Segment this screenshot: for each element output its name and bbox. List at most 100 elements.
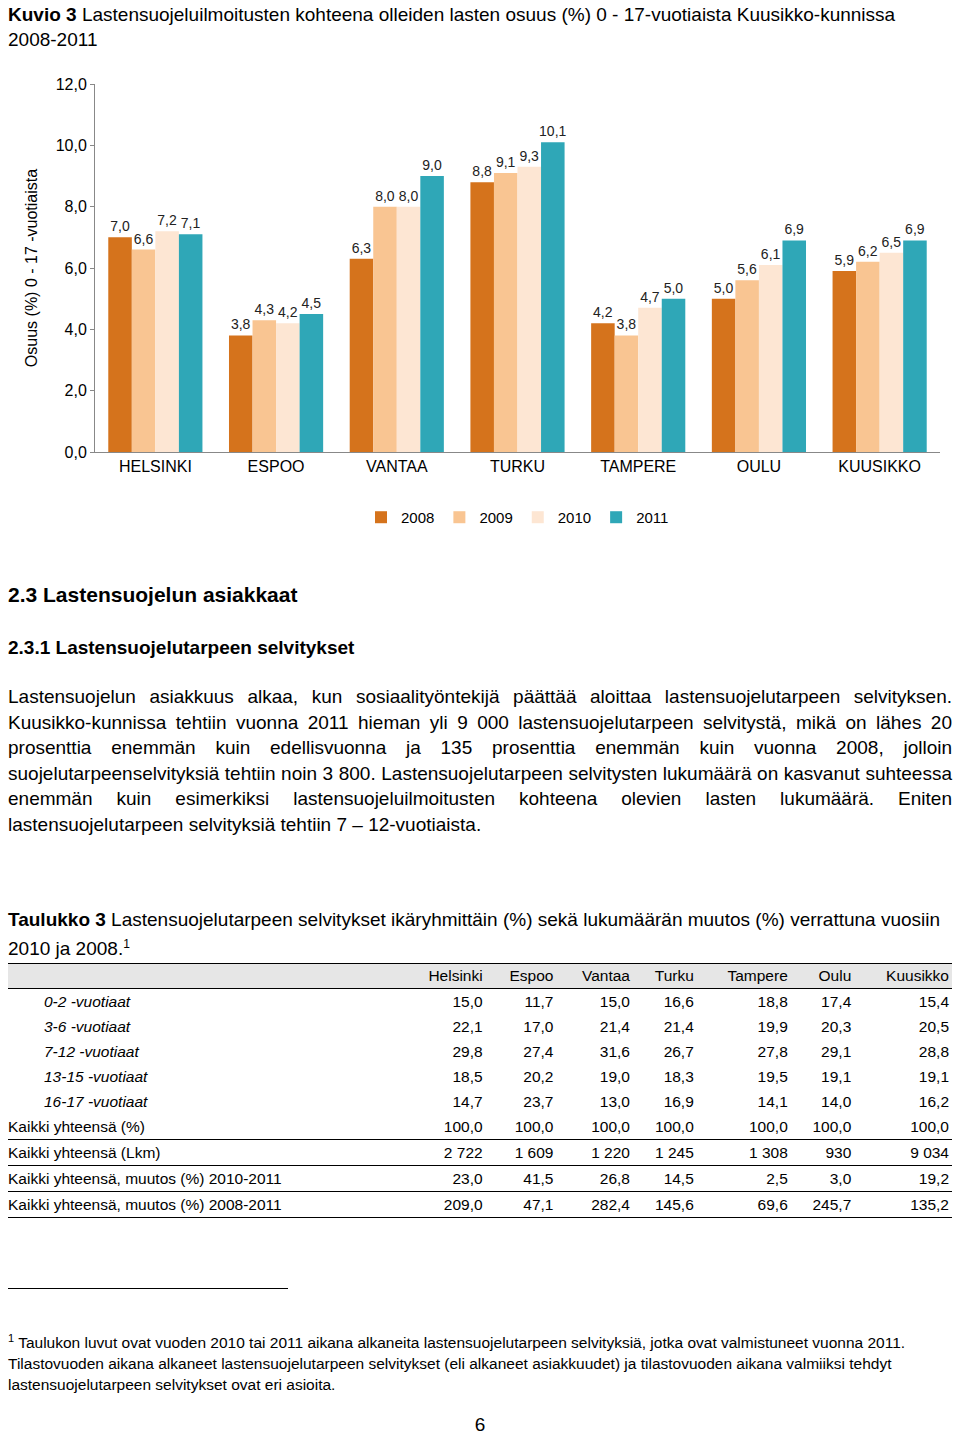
svg-text:6,9: 6,9: [905, 221, 925, 237]
svg-text:2009: 2009: [479, 509, 512, 526]
html-text:20,2: 20,2: [523, 1067, 554, 1085]
html-text:0-2 -vuotiaat: 0-2 -vuotiaat: [44, 992, 131, 1010]
svg-text:5,6: 5,6: [737, 261, 757, 277]
html-text:19,1: 19,1: [918, 1067, 949, 1085]
html-text:16,6: 16,6: [663, 992, 694, 1010]
svg-text:TAMPERE: TAMPERE: [600, 458, 676, 475]
svg-text:8,0: 8,0: [399, 188, 419, 204]
svg-text:9,3: 9,3: [519, 148, 539, 164]
svg-text:6,6: 6,6: [134, 231, 154, 247]
svg-text:4,5: 4,5: [302, 295, 322, 311]
html-text:18,3: 18,3: [663, 1067, 694, 1085]
svg-text:0,0: 0,0: [65, 444, 87, 461]
svg-text:4,7: 4,7: [640, 289, 660, 305]
html-text:13,0: 13,0: [599, 1092, 630, 1110]
svg-text:6,5: 6,5: [882, 234, 902, 250]
html-text:29,1: 29,1: [821, 1042, 852, 1060]
svg-text:4,2: 4,2: [278, 304, 298, 320]
svg-text:6,9: 6,9: [784, 221, 804, 237]
svg-text:Osuus (%) 0 - 17 -vuotiaista: Osuus (%) 0 - 17 -vuotiaista: [23, 169, 40, 367]
html-text:15,0: 15,0: [599, 992, 630, 1010]
svg-text:12,0: 12,0: [56, 76, 87, 93]
svg-text:4,2: 4,2: [593, 304, 613, 320]
svg-text:6,1: 6,1: [761, 246, 781, 262]
html-text:14,7: 14,7: [452, 1092, 483, 1110]
html-text:2.3 Lastensuojelun asiakkaat: 2.3 Lastensuojelun asiakkaat: [8, 583, 298, 606]
svg-text:ESPOO: ESPOO: [248, 458, 305, 475]
svg-text:5,0: 5,0: [664, 280, 684, 296]
html-text:Kuvio 3 Lastensuojeluilmoitust: Kuvio 3 Lastensuojeluilmoitusten kohteen…: [8, 4, 896, 50]
html-text:14,0: 14,0: [821, 1092, 852, 1110]
html-text:100,0: 100,0: [591, 1117, 630, 1135]
html-text:100,0: 100,0: [514, 1117, 554, 1135]
html-text:1Taulukon luvut ovat vuoden 20: 1Taulukon luvut ovat vuoden 2010 tai 201…: [8, 1332, 906, 1394]
html-text:19,9: 19,9: [757, 1017, 788, 1035]
html-text:19,1: 19,1: [821, 1067, 852, 1085]
svg-text:4,0: 4,0: [65, 321, 87, 338]
html-text:2.3.1 Lastensuojelutarpeen sel: 2.3.1 Lastensuojelutarpeen selvitykset: [8, 637, 355, 658]
svg-text:6,2: 6,2: [858, 243, 878, 259]
svg-text:4,3: 4,3: [254, 301, 274, 317]
svg-text:5,9: 5,9: [834, 252, 854, 268]
html-text:21,4: 21,4: [663, 1017, 694, 1035]
svg-text:8,0: 8,0: [65, 198, 87, 215]
html-text:20,3: 20,3: [821, 1017, 852, 1035]
html-text:29,8: 29,8: [452, 1042, 483, 1060]
html-text:19,5: 19,5: [757, 1067, 788, 1085]
html-text:100,0: 100,0: [812, 1117, 852, 1135]
html-text:16-17 -vuotiaat: 16-17 -vuotiaat: [44, 1092, 148, 1110]
svg-text:OULU: OULU: [737, 458, 781, 475]
html-text:100,0: 100,0: [749, 1117, 788, 1135]
html-text:14,1: 14,1: [757, 1092, 788, 1110]
svg-text:10,0: 10,0: [56, 137, 87, 154]
svg-text:9,0: 9,0: [422, 157, 442, 173]
html-text:Taulukko 3 Lastensuojelutarpee: Taulukko 3 Lastensuojelutarpeen selvityk…: [8, 909, 941, 960]
svg-text:10,1: 10,1: [539, 123, 566, 139]
svg-text:TURKU: TURKU: [490, 458, 545, 475]
html-text:100,0: 100,0: [443, 1117, 483, 1135]
svg-text:7,2: 7,2: [157, 212, 177, 228]
svg-text:3,8: 3,8: [617, 316, 637, 332]
svg-text:8,0: 8,0: [375, 188, 395, 204]
svg-text:KUUSIKKO: KUUSIKKO: [838, 458, 921, 475]
html-text:21,4: 21,4: [599, 1017, 630, 1035]
html-text:3-6 -vuotiaat: 3-6 -vuotiaat: [44, 1017, 131, 1035]
svg-text:HELSINKI: HELSINKI: [119, 458, 192, 475]
html-text:16,9: 16,9: [663, 1092, 694, 1110]
svg-text:7,0: 7,0: [110, 218, 130, 234]
svg-text:2010: 2010: [558, 509, 591, 526]
html-text:15,4: 15,4: [918, 992, 949, 1010]
html-text:22,1: 22,1: [452, 1017, 483, 1035]
html-text:100,0: 100,0: [655, 1117, 694, 1135]
html-text:7-12 -vuotiaat: 7-12 -vuotiaat: [44, 1042, 139, 1060]
svg-text:7,1: 7,1: [181, 215, 201, 231]
html-text:18,8: 18,8: [757, 992, 788, 1010]
svg-text:5,0: 5,0: [714, 280, 734, 296]
html-text:17,0: 17,0: [523, 1017, 554, 1035]
html-text:27,8: 27,8: [757, 1042, 788, 1060]
html-text:Lastensuojelun asiakkuus alkaa: Lastensuojelun asiakkuus alkaa, kun sosi…: [8, 686, 952, 835]
html-text:Kaikki yhteensä (%): Kaikki yhteensä (%): [8, 1117, 145, 1135]
html-text:16,2: 16,2: [918, 1092, 949, 1110]
svg-text:VANTAA: VANTAA: [366, 458, 428, 475]
html-text:31,6: 31,6: [599, 1042, 630, 1060]
html-text:18,5: 18,5: [452, 1067, 483, 1085]
html-text:17,4: 17,4: [821, 992, 852, 1010]
html-text:15,0: 15,0: [452, 992, 483, 1010]
html-text:28,8: 28,8: [918, 1042, 949, 1060]
svg-text:9,1: 9,1: [496, 154, 516, 170]
html-text:27,4: 27,4: [523, 1042, 554, 1060]
svg-text:8,8: 8,8: [472, 163, 492, 179]
html-text:19,0: 19,0: [599, 1067, 630, 1085]
html-text:20,5: 20,5: [918, 1017, 949, 1035]
html-text:26,7: 26,7: [663, 1042, 694, 1060]
svg-text:2008: 2008: [401, 509, 434, 526]
html-text:13-15 -vuotiaat: 13-15 -vuotiaat: [44, 1067, 148, 1085]
html-text:11,7: 11,7: [524, 992, 554, 1010]
svg-text:3,8: 3,8: [231, 316, 251, 332]
svg-text:2,0: 2,0: [65, 382, 87, 399]
svg-text:2011: 2011: [636, 509, 668, 526]
html-text:23,7: 23,7: [523, 1092, 554, 1110]
svg-text:6,3: 6,3: [352, 240, 372, 256]
svg-text:6,0: 6,0: [65, 260, 87, 277]
